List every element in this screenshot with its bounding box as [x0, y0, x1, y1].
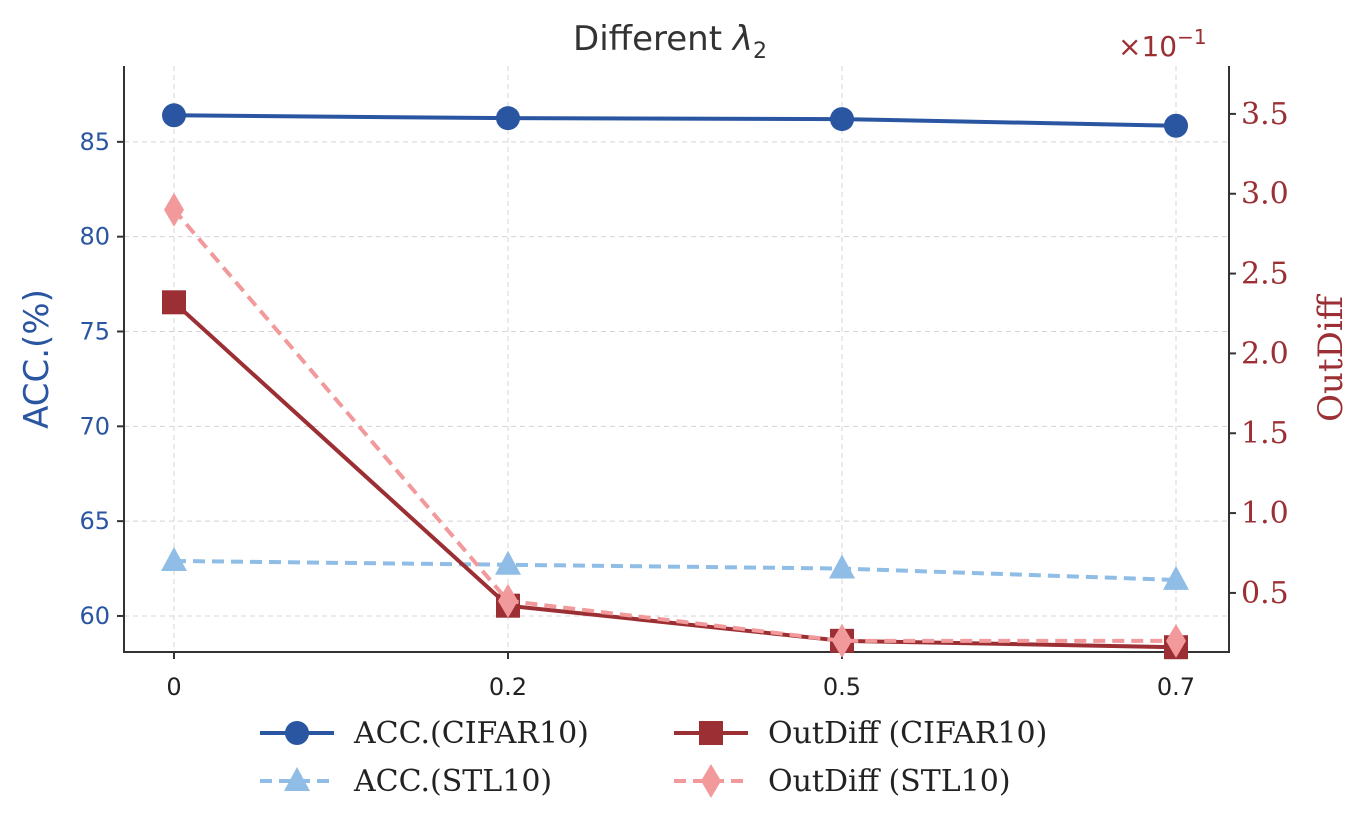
right-tick-label: 1.5 — [1241, 416, 1289, 451]
left-axis-ticks: 60 65 70 75 80 85 — [79, 128, 124, 630]
right-tick-label: 3.5 — [1241, 97, 1289, 132]
right-axis-offset: ×10−1 — [1118, 25, 1207, 63]
legend-marker — [285, 721, 309, 745]
series-layer — [161, 103, 1189, 660]
data-point — [498, 583, 518, 618]
series-line — [173, 558, 1177, 582]
data-point — [829, 554, 855, 579]
legend-label: ACC.(STL10) — [353, 764, 552, 799]
grid-y — [124, 141, 1229, 617]
data-point — [161, 546, 187, 571]
series-outdiff-cifar10 — [162, 290, 1188, 660]
data-point — [162, 290, 186, 315]
right-tick-label: 2.5 — [1241, 257, 1289, 292]
right-axis-label: OutDiff — [1311, 293, 1351, 422]
legend-marker — [284, 767, 310, 791]
series-acc-stl10 — [161, 546, 1189, 590]
left-tick-label: 65 — [79, 507, 110, 535]
data-point — [496, 106, 520, 131]
right-tick-label: 1.0 — [1241, 496, 1289, 531]
left-tick-label: 85 — [79, 128, 110, 156]
legend-item: OutDiff (STL10) — [674, 764, 1011, 799]
x-tick-label: 0.5 — [823, 673, 861, 701]
series-line — [172, 300, 1177, 650]
data-point — [495, 550, 521, 575]
series-acc-cifar10 — [162, 103, 1188, 138]
right-axis-ticks: 0.5 1.0 1.5 2.0 2.5 3.0 3.5 — [1229, 97, 1289, 611]
x-tick-label: 0 — [166, 673, 181, 701]
left-tick-label: 60 — [79, 602, 110, 630]
legend-item: ACC.(STL10) — [260, 764, 552, 799]
legend: ACC.(CIFAR10) OutDiff (CIFAR10) ACC.(STL10… — [260, 716, 1047, 799]
series-outdiff-stl10 — [164, 192, 1186, 658]
x-tick-label: 0.7 — [1157, 673, 1195, 701]
data-point — [1166, 623, 1186, 658]
data-point — [830, 107, 854, 132]
right-tick-label: 0.5 — [1241, 576, 1289, 611]
legend-label: OutDiff (CIFAR10) — [768, 716, 1047, 751]
data-point — [164, 192, 184, 227]
legend-item: OutDiff (CIFAR10) — [674, 716, 1047, 751]
legend-marker — [701, 764, 721, 798]
plot-spines — [123, 66, 1230, 653]
grid-x — [173, 66, 1177, 652]
left-tick-label: 75 — [79, 318, 110, 346]
series-line — [172, 208, 1176, 643]
data-point — [162, 103, 186, 128]
x-axis-ticks: 0 0.2 0.5 0.7 — [166, 652, 1195, 701]
data-point — [1163, 565, 1189, 590]
legend-label: ACC.(CIFAR10) — [353, 716, 589, 751]
right-tick-label: 3.0 — [1241, 177, 1289, 212]
data-point — [832, 623, 852, 658]
data-point — [1164, 113, 1188, 138]
left-axis-label: ACC.(%) — [17, 289, 57, 429]
left-tick-label: 80 — [79, 223, 110, 251]
series-line — [173, 113, 1177, 128]
right-tick-label: 2.0 — [1241, 336, 1289, 371]
chart-title: Different λ2 — [573, 19, 767, 64]
legend-marker — [699, 721, 723, 745]
legend-item: ACC.(CIFAR10) — [260, 716, 589, 751]
legend-label: OutDiff (STL10) — [768, 764, 1011, 799]
left-tick-label: 70 — [79, 412, 110, 440]
x-tick-label: 0.2 — [489, 673, 527, 701]
